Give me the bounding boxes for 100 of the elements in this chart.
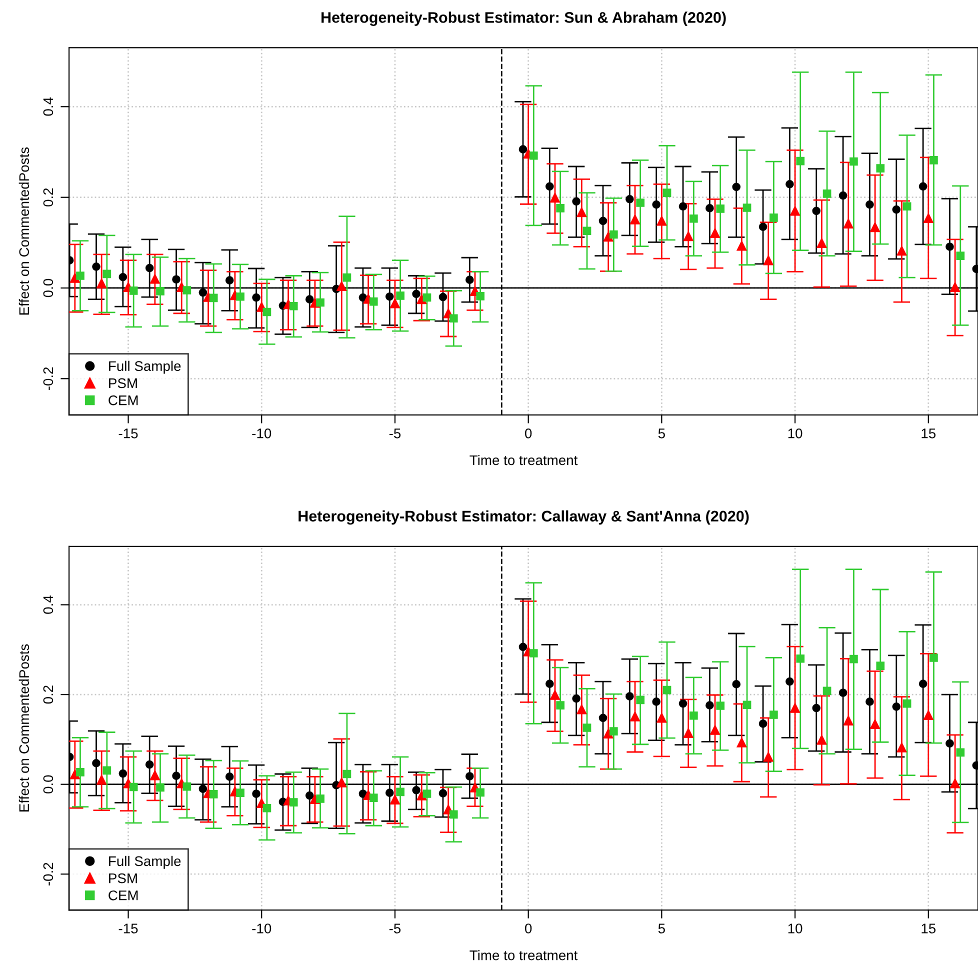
point — [816, 238, 827, 248]
point — [844, 716, 854, 726]
point — [736, 240, 747, 251]
point — [866, 698, 874, 706]
chart-title: Heterogeneity-Robust Estimator: Sun & Abraham (2020) — [322, 12, 726, 26]
x-tick-label: 0 — [525, 428, 532, 438]
point — [252, 790, 260, 798]
point — [652, 698, 661, 706]
point — [102, 766, 112, 775]
point — [930, 156, 938, 164]
point — [336, 281, 346, 292]
legend-label: PSM — [109, 873, 137, 884]
x-tick-label: -15 — [118, 924, 138, 934]
point — [630, 712, 640, 722]
point — [96, 278, 106, 288]
point — [690, 214, 698, 223]
point — [518, 642, 528, 652]
point — [76, 768, 84, 776]
point — [182, 782, 192, 791]
point — [652, 200, 661, 209]
point — [102, 270, 112, 278]
point — [838, 191, 848, 200]
point — [572, 197, 580, 206]
point — [209, 294, 218, 302]
point — [892, 702, 901, 711]
point — [603, 728, 614, 738]
point — [305, 295, 314, 304]
point — [438, 789, 448, 798]
legend-label: Full Sample — [109, 360, 181, 374]
point — [76, 272, 84, 280]
point — [92, 262, 100, 271]
point — [236, 292, 244, 301]
point — [816, 735, 827, 745]
point — [209, 790, 218, 798]
point — [838, 688, 848, 697]
x-tick-label: 15 — [922, 924, 936, 934]
point — [118, 769, 128, 778]
point — [396, 788, 404, 796]
point — [786, 677, 794, 686]
point — [758, 222, 768, 231]
point — [918, 680, 928, 688]
y-tick-label: 0.0 — [43, 278, 54, 298]
point — [678, 699, 688, 708]
point — [610, 230, 618, 239]
point — [626, 692, 634, 701]
point — [449, 810, 458, 819]
point — [476, 292, 484, 300]
point — [950, 282, 960, 292]
point — [576, 704, 587, 714]
x-tick-label: -5 — [389, 924, 401, 934]
point — [812, 206, 821, 216]
point — [182, 286, 192, 294]
point — [950, 778, 960, 788]
point — [236, 788, 244, 798]
point — [572, 694, 580, 703]
x-tick-label: -10 — [252, 924, 272, 934]
point — [956, 748, 965, 757]
point — [786, 180, 794, 188]
point — [764, 752, 774, 762]
x-tick-label: 10 — [788, 428, 802, 438]
point — [438, 292, 448, 302]
point — [358, 790, 368, 798]
point — [716, 702, 725, 710]
chart-title: Heterogeneity-Robust Estimator: Callaway & Sant'Anna (2020) — [298, 510, 749, 525]
point — [764, 255, 774, 266]
point — [896, 742, 907, 752]
point — [412, 290, 420, 298]
point — [770, 710, 778, 719]
point — [662, 686, 672, 694]
point — [812, 704, 821, 712]
point — [385, 292, 394, 301]
point — [924, 710, 934, 720]
point — [449, 314, 458, 323]
point — [305, 791, 314, 800]
point — [385, 788, 394, 798]
point — [545, 182, 554, 191]
point — [150, 770, 160, 780]
point — [716, 204, 725, 213]
y-tick-label: 0.4 — [43, 596, 54, 614]
point — [289, 302, 298, 310]
point — [956, 252, 965, 260]
x-tick-label: 0 — [525, 924, 532, 934]
point — [790, 206, 800, 216]
point — [576, 207, 587, 218]
point — [96, 774, 106, 785]
point — [529, 649, 538, 658]
point — [129, 286, 138, 295]
x-tick-label: 10 — [788, 924, 802, 934]
point — [850, 157, 858, 166]
point — [870, 222, 880, 232]
point — [683, 728, 694, 738]
point — [118, 272, 128, 282]
point — [556, 701, 564, 710]
point — [732, 182, 741, 192]
point — [150, 274, 160, 284]
point — [342, 273, 352, 282]
legend-label: PSM — [109, 378, 137, 388]
point — [172, 275, 180, 284]
point — [870, 719, 880, 730]
point — [710, 228, 720, 238]
